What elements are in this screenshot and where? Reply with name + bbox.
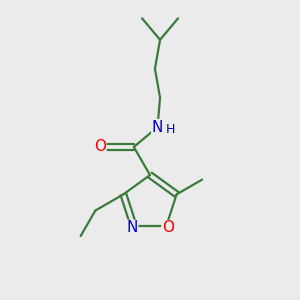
Text: O: O bbox=[162, 220, 174, 236]
Text: N: N bbox=[126, 220, 138, 236]
Text: N: N bbox=[152, 120, 163, 135]
Text: H: H bbox=[166, 123, 175, 136]
Text: O: O bbox=[94, 140, 106, 154]
